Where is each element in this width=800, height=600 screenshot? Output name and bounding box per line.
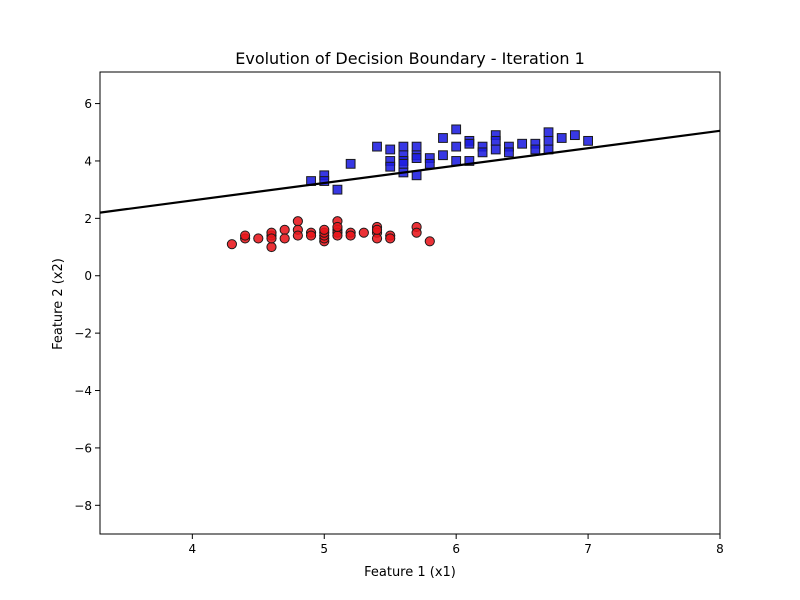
plot-frame — [99, 71, 721, 535]
series-2 — [306, 124, 593, 195]
data-point-circle — [279, 233, 290, 244]
data-point-circle — [292, 230, 303, 241]
data-point-circle — [358, 227, 369, 238]
data-point-circle — [332, 221, 343, 233]
data-point-circle — [371, 224, 383, 235]
data-point-square — [451, 124, 462, 135]
x-axis-label: Feature 1 (x1) — [364, 565, 456, 580]
data-point-circle — [253, 233, 264, 244]
data-point-circle — [319, 224, 330, 235]
y-tick-label: −2 — [74, 327, 92, 341]
y-tick-label: 4 — [84, 154, 92, 168]
data-point-square — [398, 158, 409, 169]
data-point-square — [372, 141, 382, 152]
data-point-square — [530, 144, 541, 155]
data-point-circle — [345, 230, 356, 241]
data-point-square — [411, 141, 422, 152]
data-point-circle — [226, 239, 238, 250]
data-point-square — [543, 127, 554, 138]
data-point-circle — [305, 230, 317, 241]
data-point-square — [319, 176, 330, 186]
data-point-square — [490, 135, 501, 146]
data-point-square — [385, 161, 396, 172]
y-tick-label: −4 — [74, 384, 92, 398]
x-tick-label: 8 — [716, 542, 724, 556]
data-point-square — [332, 184, 343, 195]
y-tick-label: 0 — [84, 269, 92, 283]
data-point-circle — [279, 224, 290, 235]
data-point-square — [451, 156, 462, 166]
x-tick-label: 6 — [452, 542, 460, 556]
chart-title: Evolution of Decision Boundary - Iterati… — [235, 49, 585, 68]
data-point-square — [504, 147, 514, 158]
data-point-circle — [332, 230, 343, 241]
series-1 — [226, 216, 435, 253]
data-point-square — [556, 133, 567, 143]
y-tick-label: −6 — [74, 441, 92, 455]
data-point-square — [438, 133, 448, 143]
data-point-square — [464, 156, 475, 166]
data-point-square — [398, 141, 409, 152]
data-point-square — [464, 138, 475, 149]
data-point-square — [345, 158, 356, 169]
data-point-square — [438, 150, 448, 161]
x-tick-label: 5 — [320, 542, 328, 556]
y-tick-label: 2 — [84, 212, 92, 226]
data-point-square — [490, 144, 501, 155]
data-point-square — [569, 130, 580, 141]
data-point-square — [451, 141, 462, 152]
axes: 4 5 6 7 8 −8 −6 −4 −2 0 2 4 6 — [74, 71, 724, 556]
y-tick-label: 6 — [84, 97, 92, 111]
data-point-circle — [371, 233, 383, 244]
x-tick-label: 7 — [584, 542, 592, 556]
data-point-square — [385, 144, 396, 155]
decision-boundary-line — [100, 129, 720, 214]
data-point-circle — [424, 236, 435, 247]
data-point-circle — [385, 233, 396, 244]
data-point-square — [424, 158, 435, 169]
data-point-square — [583, 135, 593, 146]
y-tick-label: −8 — [74, 499, 92, 513]
data-point-square — [517, 138, 528, 149]
data-point-circle — [240, 230, 251, 241]
plot-area — [100, 124, 720, 253]
data-point-square — [543, 135, 554, 146]
data-point-circle — [292, 216, 303, 227]
data-point-circle — [411, 227, 422, 238]
y-axis-label: Feature 2 (x2) — [51, 258, 66, 350]
data-point-circle — [266, 241, 277, 253]
x-tick-label: 4 — [189, 542, 197, 556]
data-point-circle — [266, 233, 277, 244]
data-point-square — [477, 147, 488, 158]
data-point-square — [411, 153, 422, 163]
